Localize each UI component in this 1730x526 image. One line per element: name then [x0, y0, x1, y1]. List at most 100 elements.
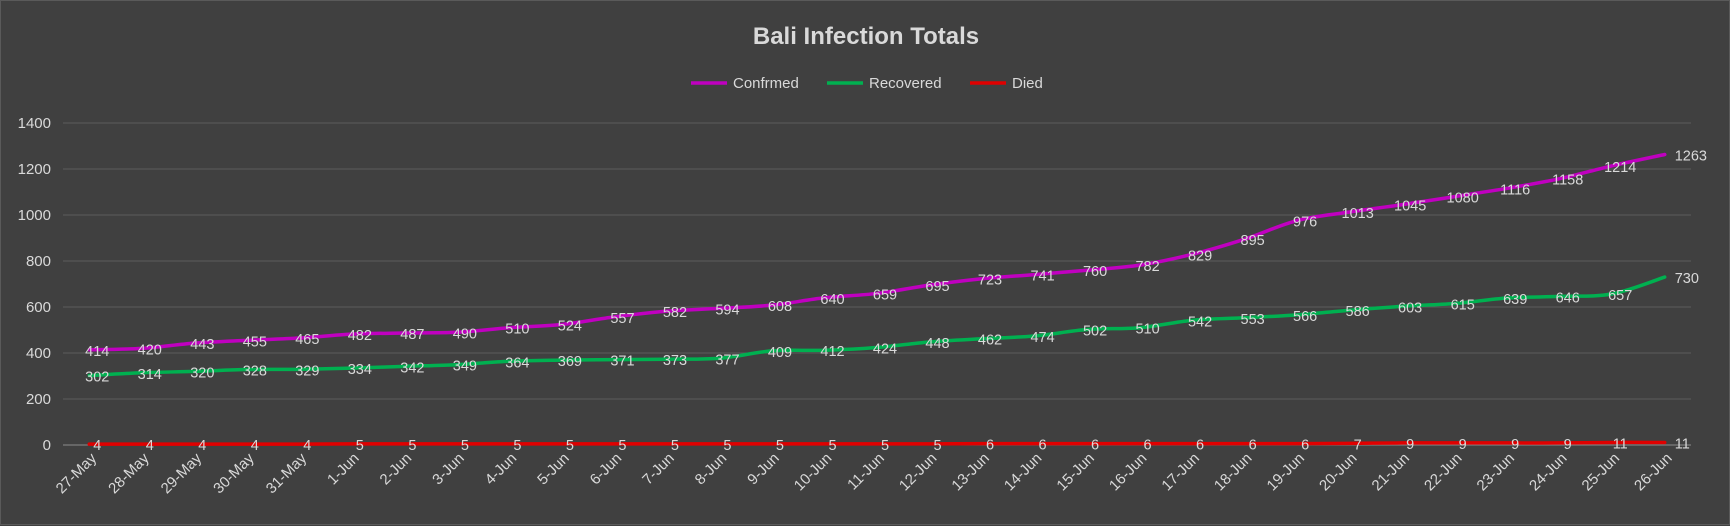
data-label-recovered: 502 [1083, 324, 1107, 340]
x-tick-label: 31-May [263, 449, 311, 497]
data-label-died: 5 [671, 438, 679, 454]
legend-label-recovered: Recovered [869, 75, 942, 92]
data-label-confrmed: 895 [1241, 233, 1265, 249]
x-tick-label: 12-Jun [896, 450, 940, 494]
data-label-recovered: 364 [505, 355, 529, 371]
x-tick-label: 22-Jun [1421, 450, 1465, 494]
data-label-died: 4 [146, 438, 154, 454]
data-label-confrmed: 1013 [1342, 206, 1374, 222]
data-label-died: 4 [198, 438, 206, 454]
data-label-died: 5 [776, 438, 784, 454]
x-tick-label: 9-Jun [744, 450, 783, 489]
x-tick-label: 17-Jun [1158, 450, 1202, 494]
legend-label-died: Died [1012, 75, 1043, 92]
data-labels: 414 420 443 455 465 482 487 490 510 524 557 582 594 6… [85, 149, 1707, 455]
data-label-confrmed: 414 [85, 344, 109, 360]
data-label-died: 6 [1196, 438, 1204, 454]
data-label-confrmed: 608 [768, 299, 792, 315]
data-label-recovered: 474 [1030, 330, 1054, 346]
data-label-died: 4 [251, 438, 259, 454]
data-label-died: 5 [356, 438, 364, 454]
data-label-confrmed: 1214 [1604, 160, 1636, 176]
y-tick-label: 1400 [18, 115, 51, 132]
data-label-confrmed: 1158 [1552, 173, 1583, 189]
x-tick-label: 14-Jun [1001, 450, 1045, 494]
data-label-died: 9 [1459, 437, 1467, 453]
x-tick-label: 7-Jun [639, 450, 678, 489]
data-label-confrmed: 1116 [1500, 182, 1530, 198]
x-tick-label: 8-Jun [692, 450, 731, 489]
y-tick-label: 0 [43, 437, 51, 454]
data-label-recovered: 328 [243, 364, 267, 380]
data-label-died: 9 [1406, 437, 1414, 453]
x-tick-label: 25-Jun [1579, 450, 1623, 494]
data-label-recovered: 657 [1608, 288, 1632, 304]
x-tick-label: 20-Jun [1316, 450, 1360, 494]
data-label-recovered: 553 [1241, 312, 1265, 328]
data-label-died: 6 [1144, 438, 1152, 454]
data-label-recovered: 377 [715, 352, 739, 368]
data-label-recovered: 730 [1675, 271, 1699, 287]
x-tick-label: 6-Jun [587, 450, 626, 489]
data-label-recovered: 510 [1135, 322, 1159, 338]
series-line-recovered [87, 275, 1667, 378]
y-axis-tick-labels: 0 200 400 600 800 1000 1200 1400 [18, 115, 51, 454]
data-label-recovered: 371 [610, 354, 634, 370]
data-label-died: 9 [1564, 437, 1572, 453]
data-label-died: 5 [881, 438, 889, 454]
x-tick-label: 29-May [158, 449, 206, 497]
data-label-died: 6 [1301, 438, 1309, 454]
data-label-recovered: 314 [138, 367, 162, 383]
data-label-died: 11 [1613, 436, 1628, 452]
x-tick-label: 13-Jun [948, 450, 992, 494]
x-tick-label: 10-Jun [791, 450, 835, 494]
data-label-died: 11 [1675, 436, 1690, 452]
data-label-recovered: 329 [295, 363, 319, 379]
x-tick-label: 19-Jun [1263, 450, 1307, 494]
data-label-recovered: 542 [1188, 314, 1212, 330]
data-label-confrmed: 594 [715, 302, 739, 318]
data-label-recovered: 615 [1451, 298, 1475, 314]
data-label-confrmed: 659 [873, 287, 897, 303]
data-label-confrmed: 524 [558, 318, 582, 334]
data-label-died: 4 [303, 438, 311, 454]
data-label-recovered: 448 [925, 336, 949, 352]
data-label-recovered: 412 [820, 344, 844, 360]
data-label-died: 4 [93, 438, 101, 454]
data-label-recovered: 409 [768, 345, 792, 361]
data-label-confrmed: 420 [138, 342, 162, 358]
data-label-confrmed: 455 [243, 334, 267, 350]
chart-title: Bali Infection Totals [753, 23, 979, 50]
data-label-confrmed: 1263 [1675, 149, 1707, 165]
x-tick-label: 11-Jun [844, 450, 888, 494]
data-label-confrmed: 487 [400, 327, 424, 343]
data-label-recovered: 349 [453, 359, 477, 375]
x-tick-label: 1-Jun [324, 450, 363, 489]
y-tick-label: 200 [26, 391, 51, 408]
data-label-confrmed: 510 [505, 322, 529, 338]
data-label-recovered: 566 [1293, 309, 1317, 325]
data-label-confrmed: 1080 [1447, 191, 1479, 207]
x-tick-label: 2-Jun [377, 450, 416, 489]
data-label-recovered: 373 [663, 353, 687, 369]
x-axis-tick-labels: 27-May 28-May 29-May 30-May 31-May 1-Jun 2-Jun… [53, 449, 1676, 497]
data-label-recovered: 320 [190, 365, 214, 381]
data-label-confrmed: 782 [1135, 259, 1159, 275]
legend: Confrmed Recovered Died [691, 75, 1043, 92]
y-tick-label: 1200 [18, 161, 51, 178]
y-tick-label: 400 [26, 345, 51, 362]
data-label-confrmed: 557 [610, 311, 634, 327]
x-tick-label: 4-Jun [482, 450, 521, 489]
data-label-recovered: 302 [85, 370, 109, 386]
data-label-died: 6 [1091, 438, 1099, 454]
data-label-died: 5 [408, 438, 416, 454]
x-tick-label: 28-May [105, 449, 153, 497]
data-label-confrmed: 1045 [1394, 199, 1426, 215]
series-line-confrmed [87, 152, 1667, 352]
data-label-died: 6 [1249, 438, 1257, 454]
data-label-died: 7 [1354, 437, 1362, 453]
data-label-confrmed: 976 [1293, 215, 1317, 231]
x-tick-label: 24-Jun [1526, 450, 1570, 494]
